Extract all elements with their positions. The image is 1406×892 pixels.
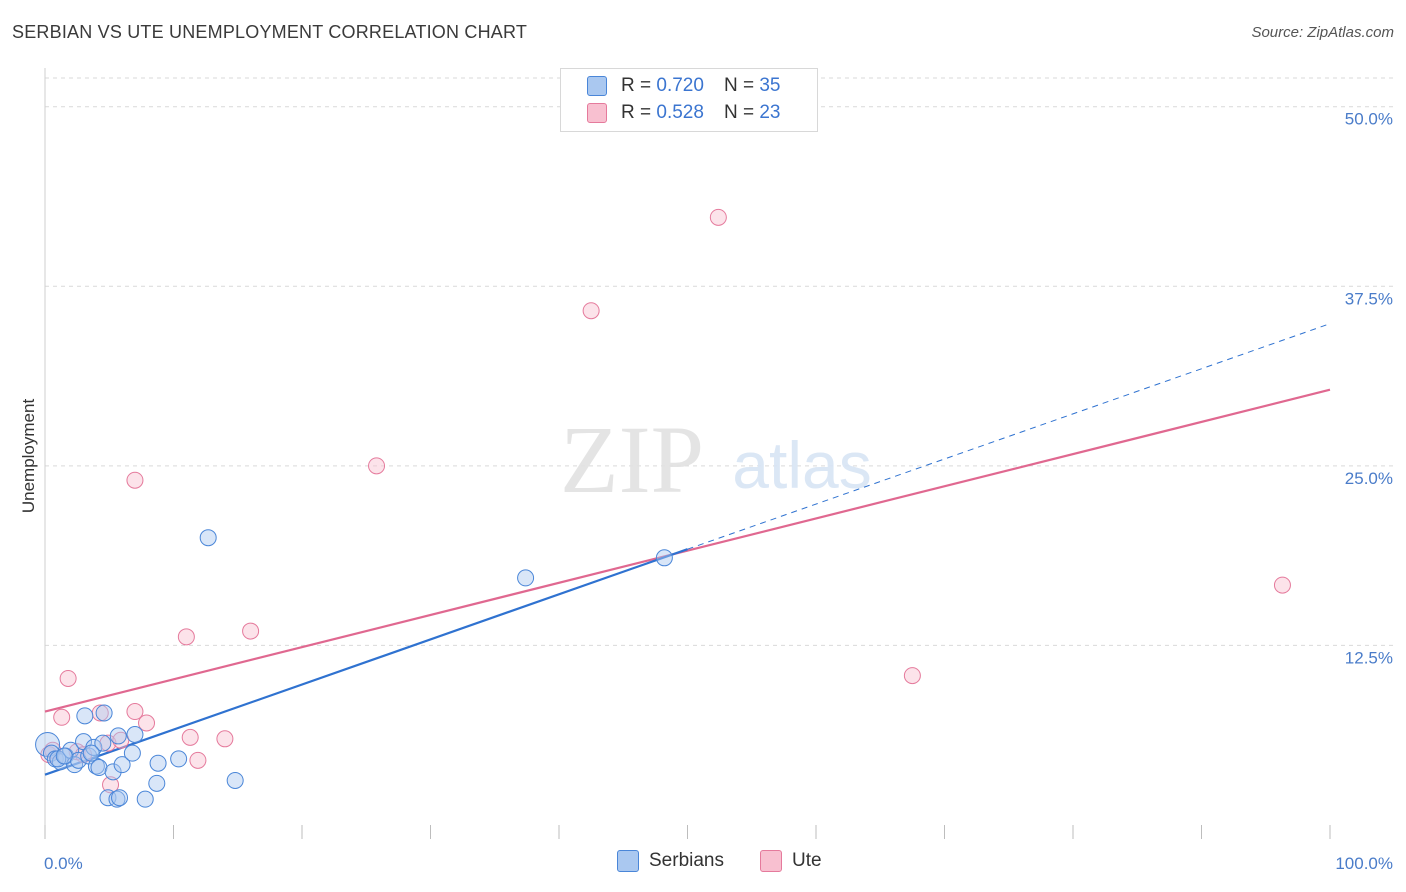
serbians-point: [199, 529, 217, 547]
ute-point: [177, 628, 195, 646]
watermark-zip: ZIP: [560, 406, 704, 513]
legend-n-value: 35: [759, 75, 781, 96]
ute-point: [126, 471, 144, 489]
axes: [44, 68, 1331, 839]
ute-trend-line: [44, 388, 1331, 713]
serbians-point: [109, 727, 127, 745]
data-points: [35, 208, 1291, 808]
legend-swatch-ute: [587, 103, 607, 123]
ute-point: [1273, 576, 1291, 594]
serbians-point: [148, 774, 166, 792]
ute-point: [138, 714, 156, 732]
serbians-point: [126, 725, 144, 743]
legend-r-value: 0.528: [656, 102, 704, 123]
watermark: ZIP atlas: [560, 406, 872, 513]
serbians-point: [108, 790, 126, 808]
serbians-point: [111, 789, 129, 807]
serbians-trend-line: [44, 548, 688, 776]
legend-r-value: 0.720: [656, 75, 704, 96]
grid-lines: [45, 77, 1395, 646]
serbians-point: [90, 759, 108, 777]
serbians-point: [87, 757, 105, 775]
serbians-point: [104, 763, 122, 781]
serbians-point: [170, 750, 188, 768]
serbians-point: [113, 756, 131, 774]
ute-point: [189, 751, 207, 769]
ute-point: [59, 669, 77, 687]
serbians-point: [655, 549, 673, 567]
serbians-point: [149, 754, 167, 772]
ute-point: [216, 730, 234, 748]
legend-row-ute: R = 0.528 N = 23: [587, 100, 780, 126]
ute-point: [368, 457, 386, 475]
legend-swatch-serbians: [587, 76, 607, 96]
legend-r-label: R =: [621, 75, 652, 96]
serbians-point: [94, 734, 112, 752]
source-credit: Source: ZipAtlas.com: [1251, 24, 1394, 41]
y-tick-label: 12.5%: [1345, 648, 1393, 667]
watermark-atlas: atlas: [732, 428, 871, 502]
serbians-point: [55, 747, 73, 765]
serbians-point: [76, 707, 94, 725]
serbians-trend-extension: [687, 323, 1331, 550]
serbians-point: [95, 704, 113, 722]
legend-n-label: N =: [723, 102, 755, 123]
ute-point: [242, 622, 260, 640]
x-tick-label-min: 0.0%: [44, 854, 83, 873]
serbians-point: [226, 771, 244, 789]
x-tick-label-max: 100.0%: [1335, 854, 1393, 873]
bottom-legend-swatch-ute: [760, 850, 782, 872]
y-tick-label: 25.0%: [1345, 469, 1393, 488]
ute-point: [181, 728, 199, 746]
legend: R = 0.720 N = 35 R = 0.528 N = 23: [560, 68, 818, 132]
legend-r-label: R =: [621, 102, 652, 123]
ute-point: [126, 703, 144, 721]
y-tick-label: 50.0%: [1345, 110, 1393, 129]
y-tick-label: 37.5%: [1345, 289, 1393, 308]
ute-point: [709, 208, 727, 226]
bottom-legend-serbians: Serbians: [649, 850, 724, 871]
legend-n-label: N =: [723, 75, 755, 96]
serbians-point: [517, 569, 535, 587]
ute-point: [903, 667, 921, 685]
bottom-legend-swatch-serbians: [617, 850, 639, 872]
trend-lines: [44, 323, 1331, 776]
serbians-point: [123, 744, 141, 762]
y-axis-label: Unemployment: [19, 399, 38, 514]
legend-n-value: 23: [759, 102, 781, 123]
serbians-point: [136, 790, 154, 808]
ute-point: [582, 302, 600, 320]
bottom-legend: Serbians Ute: [617, 850, 822, 872]
serbians-point: [99, 789, 117, 807]
chart-title: SERBIAN VS UTE UNEMPLOYMENT CORRELATION …: [12, 22, 528, 42]
ute-point: [102, 776, 120, 794]
serbians-point: [69, 751, 87, 769]
tick-labels: 12.5% 25.0% 37.5% 50.0% 0.0% 100.0%: [44, 110, 1393, 873]
ute-point: [53, 708, 71, 726]
legend-row-serbians: R = 0.720 N = 35: [587, 73, 780, 99]
serbians-point: [82, 744, 100, 762]
bottom-legend-ute: Ute: [792, 850, 822, 871]
